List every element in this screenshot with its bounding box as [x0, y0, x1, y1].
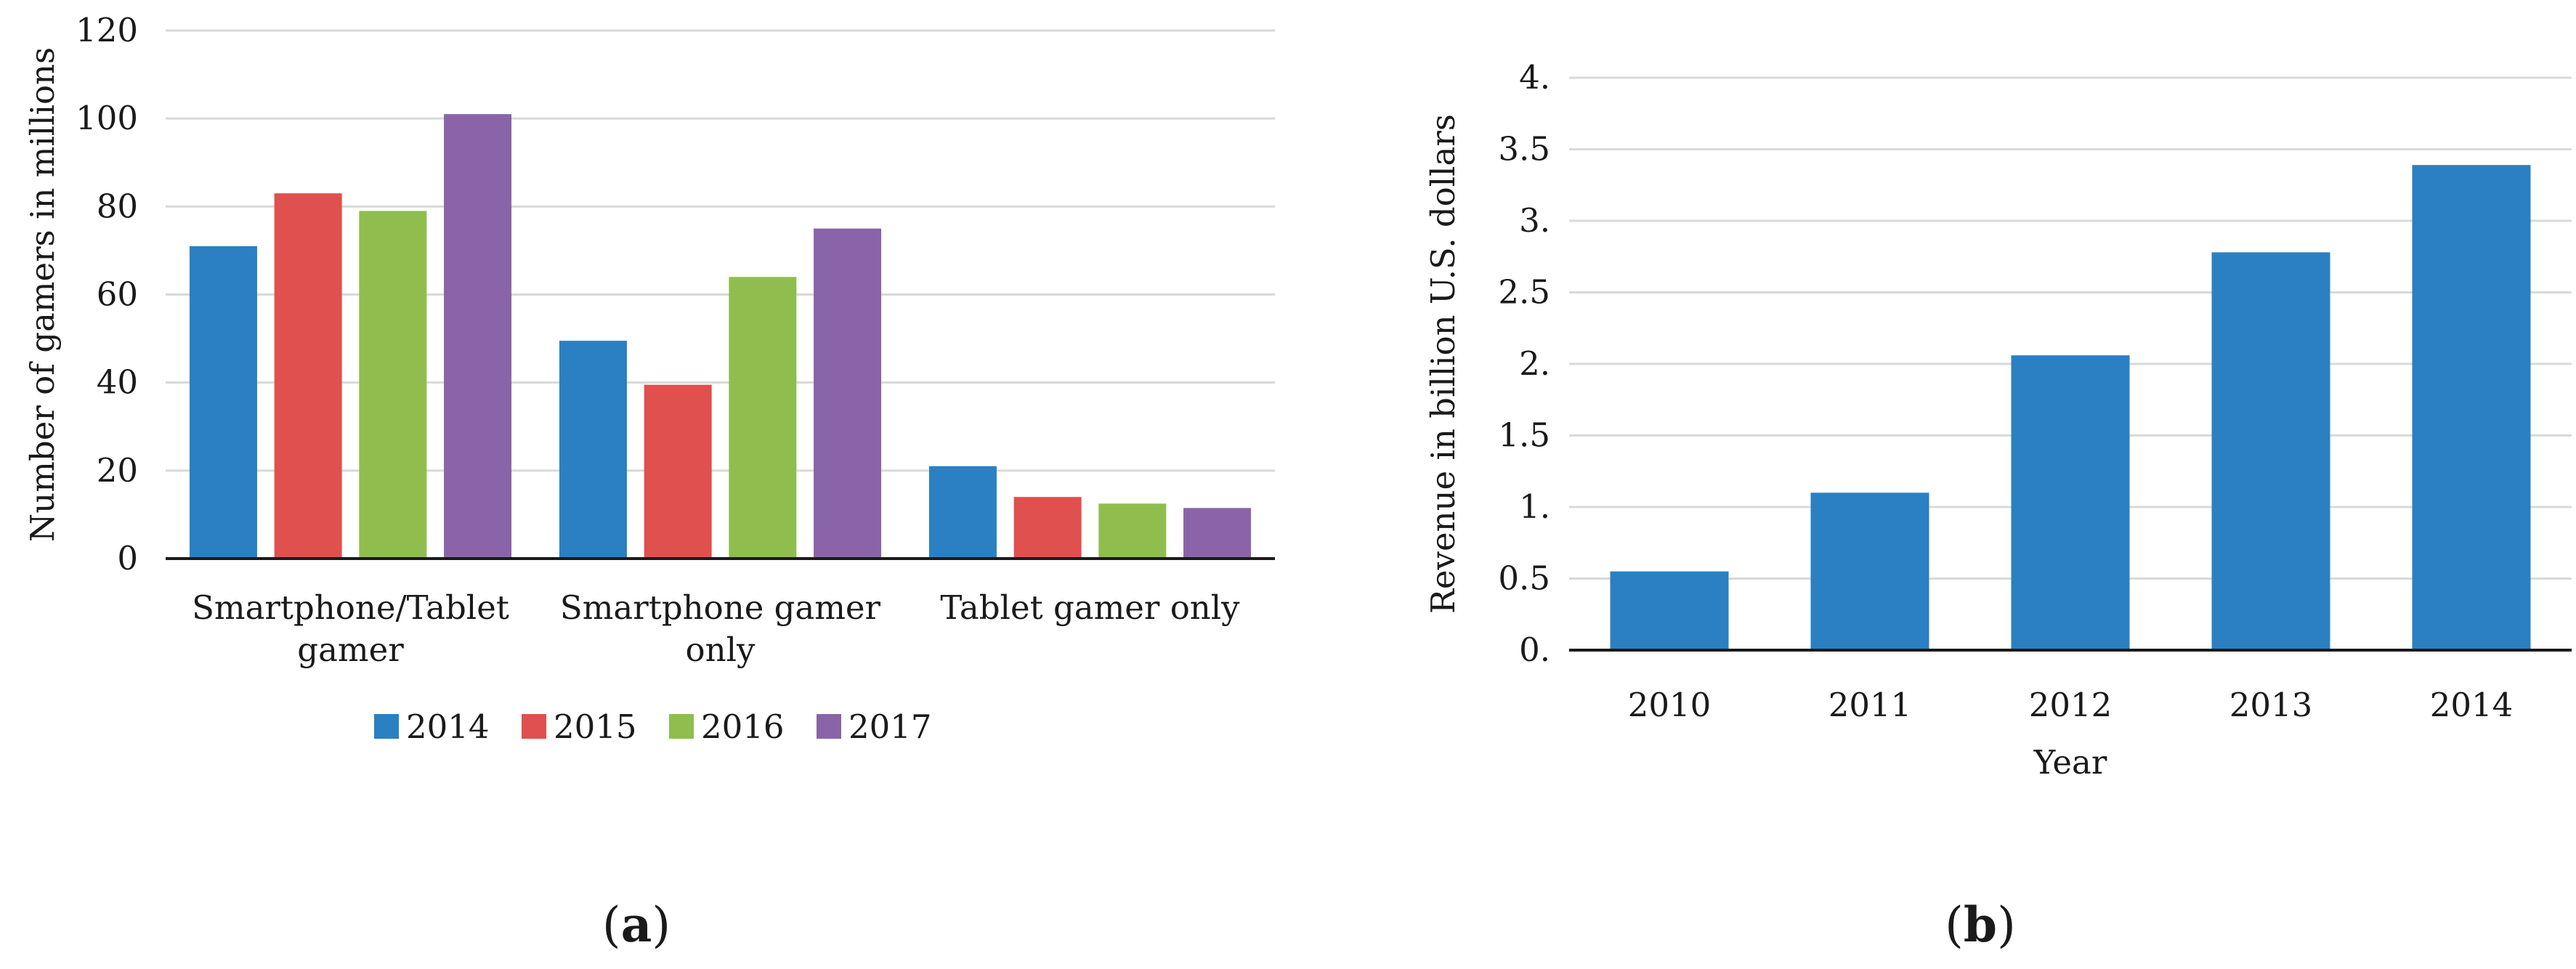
bar-a-2015-1 [644, 384, 712, 559]
y-tick-label-b: 2. [1519, 344, 1550, 383]
x-tick-label-a: only [686, 631, 756, 669]
y-tick-label-b: 4. [1519, 58, 1550, 97]
bar-a-2017-1 [814, 228, 882, 559]
bar-a-2016-1 [729, 277, 797, 559]
bar-a-2014-1 [559, 341, 627, 559]
bar-a-2017-0 [444, 114, 512, 559]
y-tick-label-b: 3. [1519, 201, 1550, 240]
y-tick-label-a: 100 [76, 99, 138, 137]
chart-b: 0. 0.5 1. 1.5 2. 2.5 3. 3.5 4. 2010 2011 2012 2013 20… [1424, 58, 2572, 953]
y-axis-title-a: Number of gamers in millions [23, 47, 62, 542]
panel-label-a: (a) [602, 896, 671, 953]
panel-letter-a: a [621, 896, 652, 953]
x-tick-label-b: 2012 [2029, 686, 2113, 724]
bar-b-2010 [1610, 571, 1729, 650]
y-tick-label-b: 0. [1519, 631, 1550, 669]
legend-label-2015: 2015 [554, 708, 637, 746]
bar-a-2014-0 [189, 246, 257, 559]
y-tick-label-b: 0.5 [1498, 559, 1550, 598]
y-tick-label-a: 60 [97, 275, 138, 314]
panel-letter-b: b [1964, 896, 1997, 953]
y-tick-label-b: 1. [1519, 487, 1550, 526]
bar-a-2016-0 [359, 211, 427, 559]
legend-swatch-2017 [817, 714, 841, 739]
y-tick-label-a: 120 [76, 11, 138, 49]
x-axis-title-b: Year [2033, 743, 2107, 782]
bar-a-2015-0 [274, 193, 342, 559]
chart-a: 0 20 40 60 80 100 120 Smartphone/Tablet gamer Sma… [23, 11, 1275, 953]
bar-b-2014 [2412, 165, 2531, 651]
legend-label-2016: 2016 [701, 708, 785, 746]
legend-label-2014: 2014 [406, 708, 490, 746]
y-tick-label-a: 0 [117, 539, 138, 577]
x-tick-label-b: 2010 [1628, 686, 1712, 724]
y-tick-label-b: 1.5 [1498, 416, 1550, 455]
y-tick-label-b: 3.5 [1498, 130, 1550, 169]
legend-swatch-2014 [374, 714, 399, 739]
x-tick-label-a: Tablet gamer only [940, 588, 1240, 627]
x-tick-label-a: Smartphone/Tablet [192, 588, 509, 627]
bar-b-2013 [2211, 252, 2330, 651]
x-tick-label-b: 2014 [2430, 686, 2514, 724]
bar-b-2012 [2011, 355, 2130, 650]
y-tick-label-a: 20 [97, 451, 138, 490]
bar-b-2011 [1810, 492, 1929, 650]
bar-a-2015-2 [1013, 497, 1082, 559]
bar-a-2017-2 [1183, 508, 1252, 559]
legend-swatch-2016 [669, 714, 694, 739]
x-tick-label-a: gamer [297, 631, 404, 669]
bar-a-2016-2 [1098, 503, 1167, 559]
legend-swatch-2015 [522, 714, 546, 739]
y-tick-label-a: 40 [97, 363, 138, 402]
bar-a-2014-2 [928, 466, 997, 559]
y-tick-label-b: 2.5 [1498, 273, 1550, 312]
panel-label-b: (b) [1945, 896, 2016, 953]
x-tick-label-b: 2011 [1828, 686, 1912, 724]
y-tick-label-a: 80 [97, 187, 138, 225]
y-axis-title-b: Revenue in billion U.S. dollars [1424, 114, 1462, 614]
x-tick-label-b: 2013 [2229, 686, 2313, 724]
legend-label-2017: 2017 [848, 708, 932, 746]
x-tick-label-a: Smartphone gamer [560, 588, 881, 627]
